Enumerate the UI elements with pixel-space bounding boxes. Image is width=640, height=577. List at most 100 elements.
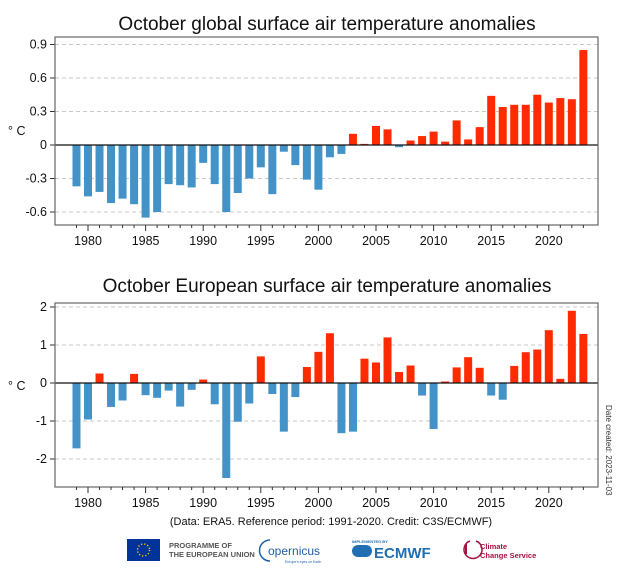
copernicus-logo: opernicus Europe's eyes on Earth bbox=[258, 539, 321, 564]
bar-2016 bbox=[498, 107, 507, 145]
c3s-logo: Climate Change Service bbox=[463, 540, 536, 560]
bar-1995 bbox=[256, 356, 265, 383]
y-tick-label: -2 bbox=[36, 452, 47, 466]
bar-1997 bbox=[279, 383, 288, 432]
bar-2014 bbox=[475, 367, 484, 383]
bar-2009 bbox=[418, 383, 427, 396]
bar-2022 bbox=[567, 310, 576, 383]
bar-2014 bbox=[475, 127, 484, 145]
bar-2009 bbox=[418, 136, 427, 145]
bar-1990 bbox=[199, 379, 208, 383]
y-tick-label: 1 bbox=[40, 338, 47, 352]
bar-1992 bbox=[222, 383, 231, 478]
x-tick-label: 1995 bbox=[247, 496, 275, 510]
bar-1991 bbox=[210, 383, 219, 405]
bar-2006 bbox=[383, 337, 392, 383]
chart-title-europe: October European surface air temperature… bbox=[103, 276, 552, 297]
x-tick-label: 2005 bbox=[362, 234, 390, 248]
copernicus-text: opernicus bbox=[268, 544, 320, 558]
y-tick-label: 0 bbox=[40, 138, 47, 152]
eu-logo: PROGRAMME OF THE EUROPEAN UNION bbox=[127, 539, 255, 561]
x-tick-label: 1990 bbox=[189, 496, 217, 510]
bar-2019 bbox=[533, 349, 542, 383]
bar-2023 bbox=[579, 50, 588, 145]
chart-title-global: October global surface air temperature a… bbox=[118, 14, 535, 35]
bar-2015 bbox=[487, 383, 496, 396]
bar-1990 bbox=[199, 145, 208, 163]
credit-line: (Data: ERA5. Reference period: 1991-2020… bbox=[170, 516, 492, 528]
x-tick-label: 1980 bbox=[74, 496, 102, 510]
bar-2020 bbox=[544, 330, 553, 383]
bar-2011 bbox=[441, 141, 450, 145]
ecmwf-logo: IMPLEMENTED BY ECMWF bbox=[352, 539, 431, 562]
bar-2004 bbox=[360, 358, 369, 383]
eu-text-line2: THE EUROPEAN UNION bbox=[169, 550, 255, 559]
eu-stars-icon bbox=[136, 543, 151, 557]
bar-1999 bbox=[302, 145, 311, 180]
bar-1999 bbox=[302, 367, 311, 383]
date-created: Date created: 2023-11-03 bbox=[604, 405, 613, 496]
global-plot: 0.9 0.6 0.3 0 -0.3 -0.6 1980 1985 1990 1995 2000 20… bbox=[25, 36, 599, 248]
bar-1994 bbox=[245, 383, 254, 404]
x-tick-label: 1985 bbox=[132, 496, 160, 510]
x-tick-label: 1990 bbox=[189, 234, 217, 248]
y-axis-label-europe: ° C bbox=[8, 379, 26, 393]
y-tick-label: -0.3 bbox=[25, 172, 47, 186]
eu-flag-icon bbox=[127, 539, 160, 561]
c3s-text-line1: Climate bbox=[480, 542, 507, 551]
x-tick-label: 2010 bbox=[420, 496, 448, 510]
x-tick-label: 2015 bbox=[477, 496, 505, 510]
y-tick-label: -0.6 bbox=[25, 205, 47, 219]
bar-2000 bbox=[314, 145, 323, 190]
bar-2021 bbox=[556, 378, 565, 383]
bar-1998 bbox=[291, 383, 300, 398]
bar-1980 bbox=[84, 383, 92, 420]
y-tick-label: 0 bbox=[40, 376, 47, 390]
bar-2008 bbox=[406, 365, 415, 383]
bar-1991 bbox=[210, 145, 219, 185]
bar-2012 bbox=[452, 367, 461, 383]
x-tick-label: 2000 bbox=[304, 234, 332, 248]
bar-1984 bbox=[130, 145, 139, 205]
bar-1998 bbox=[291, 145, 300, 166]
c3s-text-line2: Change Service bbox=[480, 551, 536, 560]
bar-2002 bbox=[337, 145, 346, 154]
bar-2018 bbox=[521, 352, 530, 383]
bar-2017 bbox=[510, 104, 519, 145]
x-tick-label: 2015 bbox=[477, 234, 505, 248]
bar-2022 bbox=[567, 99, 576, 145]
bar-2023 bbox=[579, 333, 588, 383]
bar-1986 bbox=[153, 383, 162, 398]
bar-2013 bbox=[464, 139, 473, 145]
bar-1982 bbox=[107, 383, 116, 407]
bar-2003 bbox=[348, 383, 357, 432]
bar-1985 bbox=[141, 383, 150, 396]
bar-1997 bbox=[279, 145, 288, 152]
bar-2010 bbox=[429, 131, 438, 145]
x-tick-label: 2020 bbox=[535, 496, 563, 510]
bar-2005 bbox=[372, 126, 380, 145]
bar-2013 bbox=[464, 357, 473, 383]
bar-1983 bbox=[118, 383, 127, 401]
bar-2021 bbox=[556, 98, 565, 145]
bar-2007 bbox=[395, 145, 404, 148]
y-tick-label: 0.9 bbox=[30, 37, 47, 51]
plot-frame bbox=[54, 36, 599, 226]
y-tick-label: 2 bbox=[40, 300, 47, 314]
bar-1994 bbox=[245, 145, 254, 179]
bar-1996 bbox=[268, 383, 277, 395]
bar-2005 bbox=[372, 362, 380, 383]
plot-frame bbox=[54, 302, 599, 488]
bar-2001 bbox=[325, 145, 334, 158]
x-tick-label: 2010 bbox=[420, 234, 448, 248]
bar-1982 bbox=[107, 145, 116, 204]
bar-1989 bbox=[187, 145, 196, 188]
bar-2012 bbox=[452, 120, 461, 145]
x-tick-label: 2000 bbox=[304, 496, 332, 510]
bar-1987 bbox=[164, 383, 173, 391]
bar-2003 bbox=[348, 133, 357, 145]
bar-1988 bbox=[176, 383, 185, 407]
bar-2011 bbox=[441, 381, 450, 383]
y-tick-label: 0.6 bbox=[30, 71, 47, 85]
